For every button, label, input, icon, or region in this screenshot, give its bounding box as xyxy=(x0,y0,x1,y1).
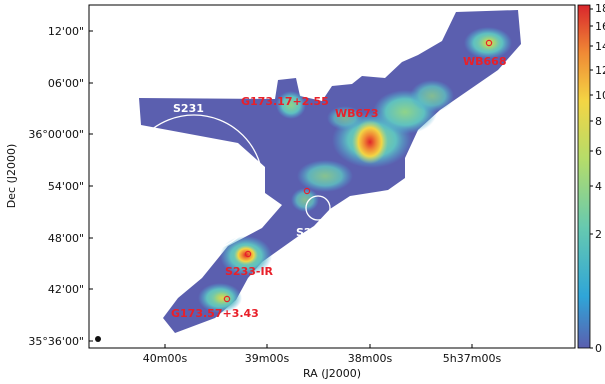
ra-tick: 38m00s xyxy=(348,352,393,365)
colorbar-ticks xyxy=(590,8,593,349)
ra-tick: 39m00s xyxy=(245,352,290,365)
colorbar xyxy=(577,4,591,349)
colorbar-tick: 16 xyxy=(595,20,605,33)
label-s231: S231 xyxy=(173,102,204,115)
wb668-marker xyxy=(485,39,493,47)
dec-tick: 54'00" xyxy=(48,180,84,193)
ra-tick: 40m00s xyxy=(143,352,188,365)
s233-circle xyxy=(305,195,331,221)
colorbar-tick: 10 xyxy=(595,89,605,102)
ra-tick: 5h37m00s xyxy=(443,352,502,365)
s231-circle xyxy=(124,114,264,254)
y-axis-label: Dec (J2000) xyxy=(5,144,18,209)
g173-17-marker xyxy=(303,187,311,195)
dec-tick: 35°36'00" xyxy=(28,335,84,348)
dec-tick: 36°00'00" xyxy=(28,128,84,141)
colorbar-tick: 14 xyxy=(595,40,605,53)
g173-57-marker xyxy=(223,295,231,303)
colorbar-tick: 18 xyxy=(595,2,605,15)
colorbar-tick: 8 xyxy=(595,115,602,128)
label-s233ir: S233-IR xyxy=(225,265,274,278)
label-g173-57: G173.57+3.43 xyxy=(171,307,259,320)
dec-tick: 06'00" xyxy=(48,77,84,90)
intensity-map: S231 S233 WB673 WB668 G173.17+2.55 S233-… xyxy=(95,10,521,342)
wb673-peak xyxy=(352,120,388,164)
label-wb668: WB668 xyxy=(463,55,506,68)
dec-tick: 12'00" xyxy=(48,25,84,38)
s233ir-marker xyxy=(244,250,252,258)
dec-tick: 48'00" xyxy=(48,232,84,245)
colorbar-tick: 4 xyxy=(595,180,602,193)
label-wb673: WB673 xyxy=(335,107,378,120)
dec-tick: 42'00" xyxy=(48,283,84,296)
beam-marker xyxy=(95,336,101,342)
plot-frame xyxy=(88,4,576,349)
colorbar-tick: 12 xyxy=(595,64,605,77)
dec-axis xyxy=(89,30,93,342)
label-s233: S233 xyxy=(296,226,327,239)
x-axis-label: RA (J2000) xyxy=(303,367,361,380)
colorbar-tick: 2 xyxy=(595,228,602,241)
colorbar-tick: 0 xyxy=(595,342,602,355)
label-g173-17: G173.17+2.55 xyxy=(241,95,329,108)
ra-axis xyxy=(164,344,473,348)
colorbar-tick: 6 xyxy=(595,145,602,158)
